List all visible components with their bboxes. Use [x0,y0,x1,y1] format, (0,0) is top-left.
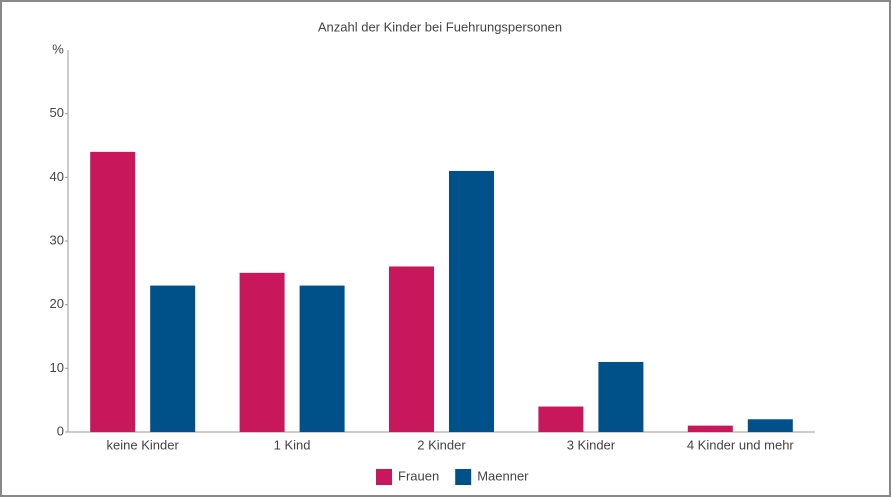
x-tick-label: keine Kinder [107,437,180,452]
x-tick-label: 3 Kinder [567,437,616,452]
x-tick-label: 2 Kinder [417,437,466,452]
bar [747,419,793,432]
bar [299,285,345,432]
bar [150,285,196,432]
bar [239,272,285,432]
y-tick-label: 50 [50,105,64,120]
bar [538,406,584,432]
bar [598,361,644,432]
bar [687,425,733,432]
y-tick-label: 0 [57,423,64,438]
y-tick-label: 40 [50,169,64,184]
bar [449,170,494,432]
y-tick-label: 30 [50,232,64,247]
y-tick-label: 10 [50,360,64,375]
bar [90,151,136,432]
y-tick-label: 20 [50,296,64,311]
chart-title: Anzahl der Kinder bei Fuehrungspersonen [318,19,562,34]
legend-label: Frauen [398,468,439,483]
x-tick-label: 4 Kinder und mehr [687,437,795,452]
y-axis-label: % [52,41,64,56]
x-tick-label: 1 Kind [274,437,311,452]
legend-swatch [376,469,392,485]
legend-label: Maenner [477,468,529,483]
legend-swatch [455,469,472,485]
bar [389,266,434,432]
